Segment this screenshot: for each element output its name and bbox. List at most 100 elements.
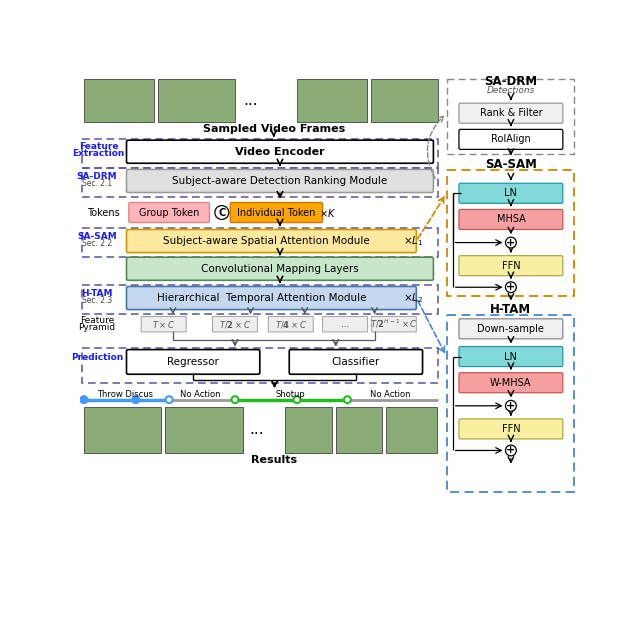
Circle shape xyxy=(506,282,516,292)
FancyBboxPatch shape xyxy=(323,316,367,332)
Bar xyxy=(297,79,367,121)
Circle shape xyxy=(506,401,516,411)
Bar xyxy=(336,406,382,453)
Circle shape xyxy=(166,396,173,403)
Text: Classifier: Classifier xyxy=(332,357,380,367)
Text: Sec. 2.3: Sec. 2.3 xyxy=(82,296,112,305)
Text: Sampled Video Frames: Sampled Video Frames xyxy=(203,124,345,133)
Text: Sec. 2.2: Sec. 2.2 xyxy=(82,239,112,248)
FancyBboxPatch shape xyxy=(129,203,209,223)
Bar xyxy=(285,406,332,453)
Text: ...: ... xyxy=(243,92,258,108)
Text: LN: LN xyxy=(504,188,517,198)
FancyBboxPatch shape xyxy=(230,203,323,223)
Text: +: + xyxy=(506,238,516,248)
Text: Video Encoder: Video Encoder xyxy=(235,147,324,157)
Text: Throw Discus: Throw Discus xyxy=(97,390,153,399)
Text: MHSA: MHSA xyxy=(497,214,525,225)
Text: Down-sample: Down-sample xyxy=(477,324,545,334)
Circle shape xyxy=(215,206,229,220)
Text: $\times L_2$: $\times L_2$ xyxy=(403,291,424,305)
Bar xyxy=(81,168,438,197)
FancyBboxPatch shape xyxy=(459,347,563,367)
Bar xyxy=(371,79,438,121)
Text: $\cdots$: $\cdots$ xyxy=(340,320,349,329)
Text: Hierarchical  Temporal Attention Module: Hierarchical Temporal Attention Module xyxy=(157,293,366,303)
FancyBboxPatch shape xyxy=(127,140,433,164)
Text: Results: Results xyxy=(251,455,297,465)
Text: C: C xyxy=(218,208,225,218)
Text: RoIAlign: RoIAlign xyxy=(491,135,531,145)
Text: +: + xyxy=(506,401,516,411)
FancyBboxPatch shape xyxy=(459,319,563,339)
Text: SA-SAM: SA-SAM xyxy=(77,232,117,241)
FancyBboxPatch shape xyxy=(371,316,417,332)
FancyBboxPatch shape xyxy=(212,316,257,332)
Text: $T\times C$: $T\times C$ xyxy=(152,319,175,330)
Text: Group Token: Group Token xyxy=(139,208,199,218)
Text: No Action: No Action xyxy=(180,390,220,399)
Text: Subject-aware Spatial Attention Module: Subject-aware Spatial Attention Module xyxy=(163,236,369,246)
FancyBboxPatch shape xyxy=(459,183,563,203)
FancyBboxPatch shape xyxy=(289,350,422,374)
Text: $\times L_1$: $\times L_1$ xyxy=(403,234,424,248)
Bar xyxy=(84,79,154,121)
Text: SA-SAM: SA-SAM xyxy=(485,159,537,171)
Text: Detections: Detections xyxy=(486,86,535,94)
Text: $T/\mathbf{2}^{H-1}\times C$: $T/\mathbf{2}^{H-1}\times C$ xyxy=(370,318,418,330)
Bar xyxy=(84,406,161,453)
Text: H-TAM: H-TAM xyxy=(81,289,113,298)
Text: Pyramid: Pyramid xyxy=(79,323,116,331)
Text: FFN: FFN xyxy=(502,424,520,434)
Bar xyxy=(81,348,438,384)
FancyBboxPatch shape xyxy=(459,373,563,392)
FancyBboxPatch shape xyxy=(459,130,563,150)
Text: Feature: Feature xyxy=(79,142,118,151)
Bar xyxy=(386,406,436,453)
Text: +: + xyxy=(506,282,516,292)
Text: +: + xyxy=(506,445,516,455)
Text: Tokens: Tokens xyxy=(87,208,120,218)
Circle shape xyxy=(506,445,516,456)
Text: ...: ... xyxy=(250,422,264,437)
Text: Convolutional Mapping Layers: Convolutional Mapping Layers xyxy=(201,264,359,274)
Bar xyxy=(157,79,235,121)
Text: SA-DRM: SA-DRM xyxy=(77,172,117,181)
Circle shape xyxy=(294,396,301,403)
FancyBboxPatch shape xyxy=(127,350,260,374)
Text: Extraction: Extraction xyxy=(72,148,125,158)
Text: LN: LN xyxy=(504,352,517,362)
Bar xyxy=(81,138,438,168)
FancyBboxPatch shape xyxy=(141,316,186,332)
FancyBboxPatch shape xyxy=(268,316,313,332)
Text: $T/\mathbf{2}\times C$: $T/\mathbf{2}\times C$ xyxy=(219,319,251,330)
FancyBboxPatch shape xyxy=(459,419,563,439)
Text: Individual Token: Individual Token xyxy=(237,208,316,218)
Text: No Action: No Action xyxy=(370,390,410,399)
FancyBboxPatch shape xyxy=(459,209,563,230)
FancyBboxPatch shape xyxy=(459,103,563,123)
FancyBboxPatch shape xyxy=(127,257,433,281)
Text: $\times K$: $\times K$ xyxy=(319,206,337,218)
Text: Rank & Filter: Rank & Filter xyxy=(479,108,542,118)
Bar xyxy=(81,228,438,257)
Text: H-TAM: H-TAM xyxy=(490,303,531,316)
Text: Prediction: Prediction xyxy=(71,353,123,362)
Bar xyxy=(165,406,243,453)
Circle shape xyxy=(232,396,239,403)
Bar xyxy=(447,79,575,154)
Text: Shotup: Shotup xyxy=(275,390,305,399)
Text: FFN: FFN xyxy=(502,260,520,270)
Text: Subject-aware Detection Ranking Module: Subject-aware Detection Ranking Module xyxy=(172,176,388,186)
FancyBboxPatch shape xyxy=(127,230,417,253)
Bar xyxy=(447,170,575,296)
FancyBboxPatch shape xyxy=(127,286,417,309)
Bar xyxy=(81,285,438,314)
Text: Regressor: Regressor xyxy=(167,357,219,367)
Circle shape xyxy=(506,237,516,248)
Bar xyxy=(447,315,575,492)
Circle shape xyxy=(344,396,351,403)
FancyBboxPatch shape xyxy=(459,255,563,276)
Text: W-MHSA: W-MHSA xyxy=(490,377,532,387)
Circle shape xyxy=(132,396,140,403)
